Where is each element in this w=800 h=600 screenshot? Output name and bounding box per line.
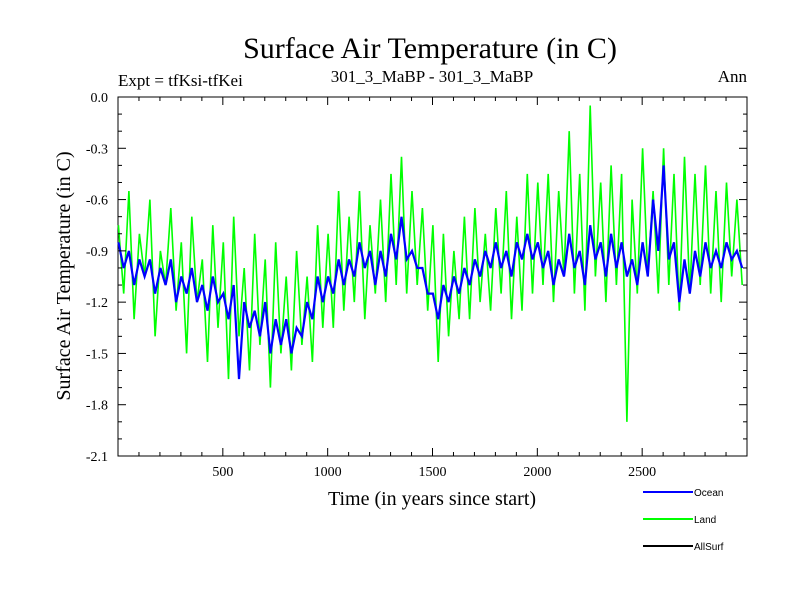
experiment-label: Expt = tfKsi-tfKei — [118, 71, 243, 90]
x-tick-label: 1500 — [419, 465, 447, 480]
y-tick-label: 0.0 — [91, 91, 109, 106]
x-tick-label: 2000 — [523, 465, 551, 480]
series-layer — [117, 105, 744, 422]
comparison-label: 301_3_MaBP - 301_3_MaBP — [331, 67, 533, 86]
legend-label-land: Land — [694, 515, 716, 526]
y-axis-label: Surface Air Temperature (in C) — [53, 151, 75, 400]
y-tick-label: -1.8 — [86, 399, 108, 414]
y-tick-label: -1.2 — [86, 296, 108, 311]
x-tick-label: 1000 — [314, 465, 342, 480]
y-tick-label: -0.6 — [86, 194, 108, 209]
legend: Ocean Land AllSurf — [643, 488, 724, 553]
y-tick-label: -0.3 — [86, 142, 108, 157]
y-tick-label: -1.5 — [86, 347, 108, 362]
legend-label-allsurf: AllSurf — [694, 542, 724, 553]
x-axis-label: Time (in years since start) — [328, 488, 536, 510]
x-tick-label: 500 — [212, 465, 233, 480]
axes-layer: 500 1000 1500 2000 2500 0.0 -0.3 -0.6 -0.9 -1.2 -1… — [86, 91, 747, 480]
chart-title: Surface Air Temperature (in C) — [243, 32, 617, 65]
series-line-ocean — [117, 165, 744, 380]
x-tick-label: 2500 — [628, 465, 656, 480]
y-tick-label: -0.9 — [86, 245, 108, 260]
season-label: Ann — [718, 67, 748, 86]
y-tick-label: -2.1 — [86, 450, 108, 465]
legend-label-ocean: Ocean — [694, 488, 723, 499]
